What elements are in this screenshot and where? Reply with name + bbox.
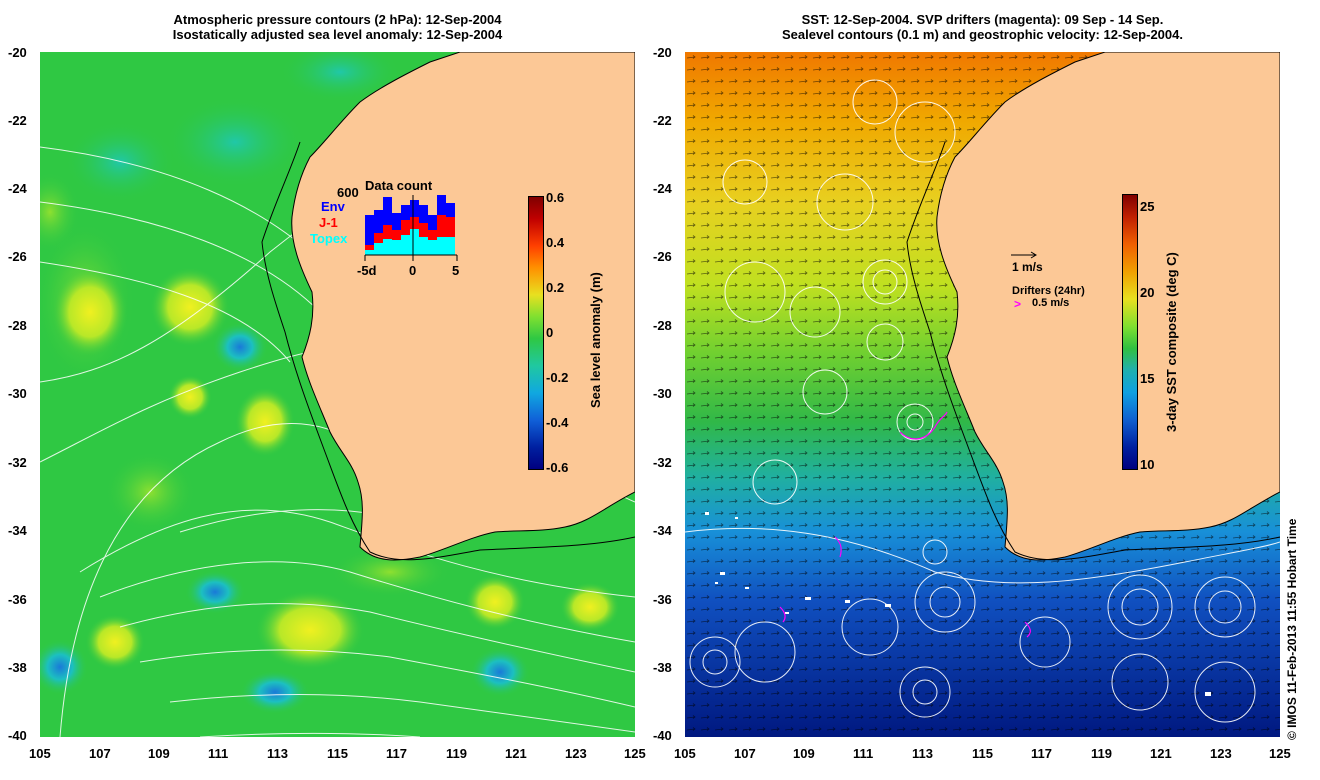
land-mass (291, 52, 635, 561)
sea-level-colorbar (528, 196, 544, 470)
imos-credit: © IMOS 11-Feb-2013 11:55 Hobart Time (1285, 518, 1299, 740)
lon-tick: 111 (208, 746, 229, 761)
sstcb-tick-0: 25 (1140, 199, 1155, 214)
sstcb-tick-2: 15 (1140, 371, 1155, 386)
lon-tick: 119 (1091, 746, 1112, 761)
lon-tick: 125 (1269, 746, 1291, 761)
sealevel-contours (685, 79, 1280, 723)
sst-bathymetry-line (906, 141, 1280, 561)
lon-tick: 119 (446, 746, 467, 761)
legend-j1: J-1 (319, 215, 338, 230)
slacb-tick-2: 0.2 (546, 280, 565, 295)
lat-tick: -36 (8, 592, 27, 607)
lon-tick: 123 (1210, 746, 1232, 761)
lat-tick: -34 (653, 523, 672, 538)
lon-tick: 109 (148, 746, 170, 761)
lon-tick: 113 (912, 746, 933, 761)
sstcb-label: 3-day SST composite (deg C) (1164, 252, 1179, 432)
left-map-title: Atmospheric pressure contours (2 hPa): 1… (40, 12, 635, 42)
inset-xtick-0: 0 (409, 263, 416, 278)
sea-level-anomaly-map (40, 52, 635, 737)
drifters-label: Drifters (24hr) (1012, 285, 1085, 297)
sst-land-mass (936, 52, 1280, 561)
lon-tick: 115 (972, 746, 993, 761)
right-title-line2: Sealevel contours (0.1 m) and geostrophi… (782, 27, 1183, 42)
lat-tick: -40 (8, 728, 27, 743)
legend-env: Env (321, 199, 346, 214)
sst-map (685, 52, 1280, 737)
slacb-tick-4: -0.2 (546, 370, 569, 385)
inset-xtick-5: 5 (452, 263, 459, 278)
lon-tick: 111 (853, 746, 874, 761)
slacb-tick-3: 0 (546, 325, 554, 340)
lat-tick: -26 (8, 249, 27, 264)
cloud-specks (705, 512, 1211, 696)
sstcb-tick-3: 10 (1140, 457, 1155, 472)
lat-tick: -34 (8, 523, 27, 538)
right-map-title: SST: 12-Sep-2004. SVP drifters (magenta)… (685, 12, 1280, 42)
drifter-key-arrow-icon: > (1014, 297, 1022, 311)
sstcb-tick-1: 20 (1140, 285, 1155, 300)
lat-tick: -36 (653, 592, 672, 607)
lat-tick: -26 (653, 249, 672, 264)
lon-tick: 109 (793, 746, 815, 761)
inset-xtick-neg5: -5d (357, 263, 377, 278)
lon-tick: 125 (624, 746, 646, 761)
lon-tick: 117 (1031, 746, 1052, 761)
lat-tick: -22 (653, 113, 672, 128)
legend-topex: Topex (310, 231, 348, 246)
lat-tick: -38 (653, 660, 672, 675)
lon-tick: 107 (89, 746, 111, 761)
lat-tick: -32 (8, 455, 27, 470)
data-count-inset: 600 Data count Env J-1 Topex -5d 0 5 (310, 178, 459, 278)
lat-tick: -28 (653, 318, 672, 333)
data-count-bars (365, 195, 455, 255)
lat-tick: -20 (8, 45, 27, 60)
drifter-key-label: 0.5 m/s (1032, 297, 1070, 309)
lat-tick: -24 (653, 181, 672, 196)
lat-tick: -20 (653, 45, 672, 60)
lon-tick: 113 (267, 746, 288, 761)
slacb-tick-1: 0.4 (546, 235, 565, 250)
slacb-tick-0: 0.6 (546, 190, 565, 205)
lon-tick: 105 (674, 746, 696, 761)
lat-tick: -22 (8, 113, 27, 128)
lon-tick: 123 (565, 746, 587, 761)
slacb-label: Sea level anomaly (m) (588, 272, 603, 408)
lon-tick: 121 (1150, 746, 1172, 761)
lat-tick: -28 (8, 318, 27, 333)
left-title-line2: Isostatically adjusted sea level anomaly… (172, 27, 503, 42)
slacb-tick-6: -0.6 (546, 460, 569, 475)
inset-max-label: 600 (337, 185, 359, 200)
right-title-line1: SST: 12-Sep-2004. SVP drifters (magenta)… (801, 12, 1164, 27)
drifter-tracks (779, 411, 1031, 638)
slacb-tick-5: -0.4 (546, 415, 569, 430)
bathymetry-line (261, 141, 635, 561)
lat-tick: -24 (8, 181, 27, 196)
lat-tick: -40 (653, 728, 672, 743)
lat-tick: -30 (653, 386, 672, 401)
sst-colorbar (1122, 194, 1138, 470)
lon-tick: 107 (734, 746, 756, 761)
lat-tick: -38 (8, 660, 27, 675)
anomaly-blobs (40, 52, 620, 714)
left-title-line1: Atmospheric pressure contours (2 hPa): 1… (173, 12, 502, 27)
lon-tick: 117 (386, 746, 407, 761)
lon-tick: 121 (505, 746, 527, 761)
lat-tick: -30 (8, 386, 27, 401)
velocity-key-arrow (1011, 251, 1037, 259)
lon-tick: 105 (29, 746, 51, 761)
lat-tick: -32 (653, 455, 672, 470)
inset-title: Data count (365, 178, 433, 193)
velocity-key-label: 1 m/s (1012, 260, 1043, 274)
lon-tick: 115 (327, 746, 348, 761)
